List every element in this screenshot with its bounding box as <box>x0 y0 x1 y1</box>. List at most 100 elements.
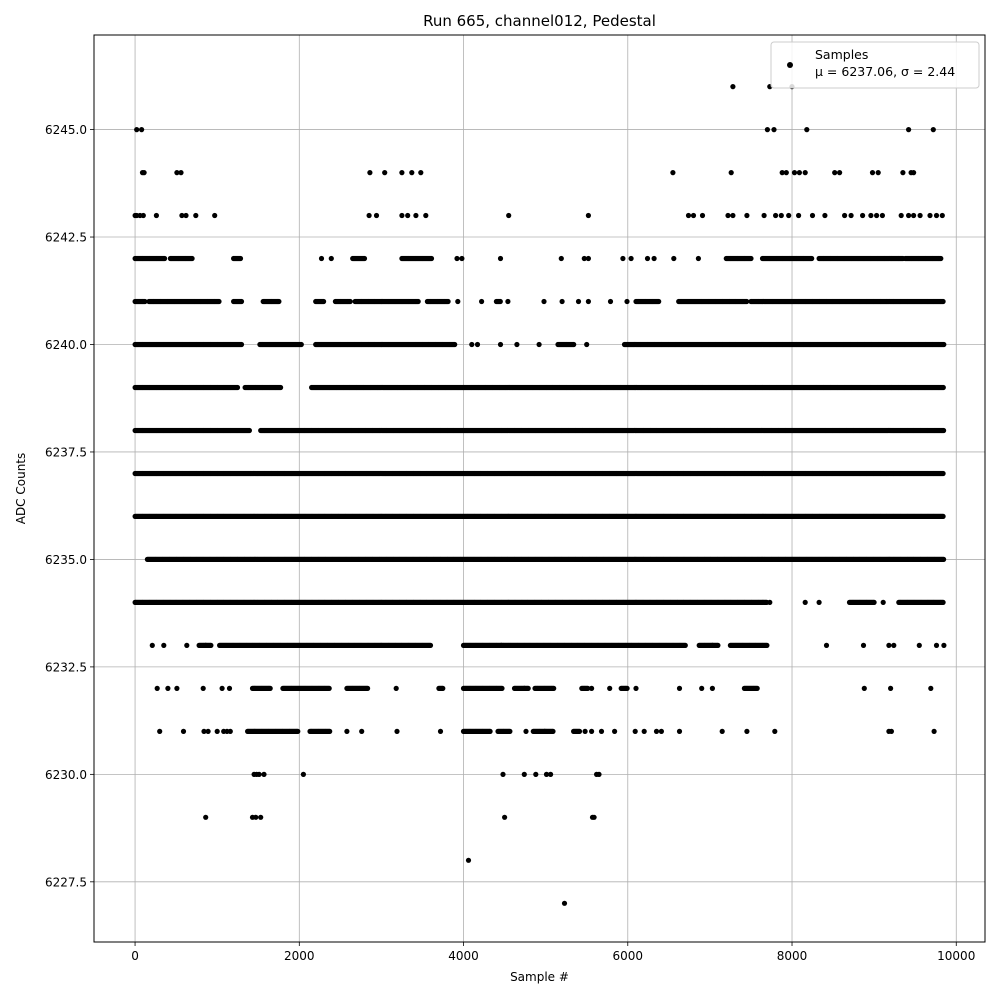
data-point <box>624 298 630 305</box>
data-point <box>728 170 734 176</box>
data-point <box>744 212 750 219</box>
data-point <box>940 470 946 477</box>
data-point <box>399 170 405 176</box>
data-point <box>318 255 325 262</box>
data-point <box>822 212 828 219</box>
data-point <box>900 170 906 176</box>
data-point <box>423 212 429 219</box>
data-point <box>906 212 912 219</box>
data-point <box>153 212 159 219</box>
data-point <box>941 427 947 434</box>
data-point <box>670 170 676 176</box>
data-point <box>842 212 848 219</box>
data-point <box>399 212 405 219</box>
data-point <box>585 298 592 305</box>
data-point <box>685 212 692 219</box>
data-point <box>238 341 245 348</box>
data-point <box>278 384 284 391</box>
data-point <box>445 298 451 305</box>
data-point <box>860 212 866 219</box>
data-point <box>142 298 148 305</box>
data-point <box>933 212 940 219</box>
data-point <box>809 212 816 219</box>
data-point <box>428 255 435 262</box>
data-point <box>725 212 731 219</box>
data-point <box>730 212 736 219</box>
data-point <box>452 341 458 348</box>
data-point <box>212 212 218 219</box>
data-point <box>276 298 282 305</box>
data-point <box>875 170 881 176</box>
data-point <box>479 298 485 305</box>
data-point <box>584 341 590 348</box>
data-point <box>940 384 946 391</box>
data-point <box>189 255 195 262</box>
data-point <box>571 341 577 348</box>
data-point <box>730 84 736 90</box>
data-point <box>581 255 587 262</box>
data-point <box>474 341 481 348</box>
data-point <box>216 298 222 305</box>
data-point <box>246 427 252 434</box>
data-point <box>917 212 923 219</box>
data-point <box>497 255 504 262</box>
data-point <box>174 170 180 176</box>
data-point <box>575 298 582 305</box>
data-point <box>134 127 140 133</box>
data-point <box>699 212 706 219</box>
data-point <box>585 212 592 219</box>
data-point <box>786 212 792 219</box>
data-point <box>347 298 353 305</box>
data-point <box>141 170 147 176</box>
data-point <box>469 341 475 348</box>
data-point <box>139 127 145 133</box>
data-point <box>505 298 511 305</box>
data-point <box>796 212 802 219</box>
data-point <box>779 170 785 176</box>
data-point <box>802 170 808 176</box>
data-point <box>868 212 874 219</box>
data-point <box>298 341 304 348</box>
data-point <box>644 255 651 262</box>
data-point <box>178 170 184 176</box>
data-points <box>132 84 947 906</box>
data-point <box>656 298 662 305</box>
data-point <box>764 127 771 133</box>
data-point <box>541 298 547 305</box>
data-point <box>366 212 372 219</box>
data-point <box>748 255 754 262</box>
data-point <box>409 170 415 176</box>
data-point <box>418 170 424 176</box>
data-point <box>874 212 880 219</box>
data-point <box>773 212 779 219</box>
data-point <box>879 212 886 219</box>
data-point <box>497 298 503 305</box>
data-point <box>898 212 904 219</box>
data-point <box>585 255 592 262</box>
data-point <box>930 127 936 133</box>
data-point <box>405 212 411 219</box>
data-point <box>536 341 542 348</box>
data-point <box>939 212 945 219</box>
data-point <box>804 127 810 133</box>
data-point <box>179 212 185 219</box>
data-point <box>237 255 244 262</box>
data-point <box>506 212 512 219</box>
data-point <box>628 255 634 262</box>
data-point <box>869 170 876 176</box>
data-point <box>771 127 777 133</box>
data-point <box>651 255 657 262</box>
data-point <box>837 170 843 176</box>
data-point <box>413 212 419 219</box>
data-point <box>671 255 677 262</box>
data-point <box>459 255 465 262</box>
data-point <box>382 170 388 176</box>
data-point <box>791 170 798 176</box>
data-point <box>415 298 421 305</box>
data-point <box>911 170 917 176</box>
data-point <box>234 384 241 391</box>
data-point <box>690 212 697 219</box>
data-point <box>695 255 702 262</box>
